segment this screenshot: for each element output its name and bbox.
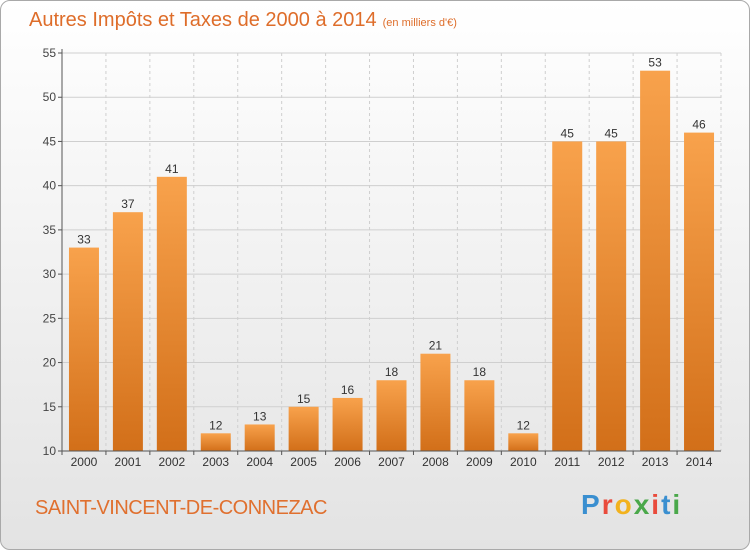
bar: [640, 70, 671, 451]
y-tick-label: 20: [43, 356, 57, 370]
bar-value-label: 21: [429, 339, 443, 353]
x-tick-label: 2005: [290, 455, 317, 469]
bar-value-label: 33: [77, 233, 91, 247]
bar: [376, 380, 407, 451]
bar-value-label: 45: [604, 126, 618, 140]
y-tick-label: 40: [43, 179, 57, 193]
bar: [508, 433, 539, 451]
bar-value-label: 16: [341, 383, 355, 397]
x-tick-label: 2003: [202, 455, 229, 469]
chart-title-unit: (en milliers d'€): [382, 17, 457, 29]
bar-value-label: 45: [561, 126, 575, 140]
logo-letter: x: [633, 489, 652, 520]
chart-title: Autres Impôts et Taxes de 2000 à 2014 (en…: [29, 9, 457, 32]
x-tick-label: 2004: [246, 455, 273, 469]
proxiti-logo: Proxiti: [581, 489, 682, 521]
x-tick-label: 2006: [334, 455, 361, 469]
bar: [332, 397, 363, 451]
bar: [420, 353, 451, 451]
x-tick-label: 2009: [466, 455, 493, 469]
bar: [112, 212, 143, 451]
bar-value-label: 53: [648, 56, 662, 70]
logo-letter: i: [651, 489, 662, 520]
data-labels: 33 37 41 12 13 15 16 18 21 18 12 45 45 53 46: [77, 56, 706, 433]
chart-title-main: Autres Impôts et Taxes de 2000 à 2014: [29, 9, 377, 31]
x-tick-label: 2014: [686, 455, 713, 469]
bar-value-label: 18: [385, 365, 399, 379]
x-tick-label: 2012: [598, 455, 625, 469]
bar: [288, 406, 319, 451]
x-tick-label: 2002: [158, 455, 185, 469]
logo-letter: o: [614, 489, 634, 520]
y-tick-label: 35: [43, 223, 57, 237]
x-tick-label: 2013: [642, 455, 669, 469]
bar-value-label: 46: [692, 118, 706, 132]
x-tick-label: 2011: [554, 455, 580, 469]
logo-letter: t: [661, 489, 673, 520]
bar: [200, 433, 231, 451]
y-tick-label: 25: [43, 311, 57, 325]
bar-value-label: 37: [121, 197, 135, 211]
x-tick-label: 2007: [378, 455, 405, 469]
bar-value-label: 18: [473, 365, 487, 379]
y-tick-label: 55: [43, 46, 57, 60]
bar-value-label: 41: [165, 162, 179, 176]
bar: [464, 380, 495, 451]
bar: [596, 141, 627, 451]
bar: [684, 132, 715, 451]
y-tick-label: 15: [43, 400, 57, 414]
bar: [552, 141, 583, 451]
bar-value-label: 12: [209, 418, 223, 432]
y-tick-label: 10: [43, 444, 57, 458]
x-tick-label: 2000: [71, 455, 98, 469]
bar-value-label: 15: [297, 392, 311, 406]
y-tick-label: 50: [43, 90, 57, 104]
y-tick-label: 45: [43, 134, 57, 148]
bars: [68, 70, 715, 452]
logo-letter: r: [601, 489, 615, 520]
y-tick-label: 30: [43, 267, 57, 281]
x-tick-label: 2010: [510, 455, 537, 469]
logo-letter: P: [581, 489, 602, 520]
commune-name: SAINT-VINCENT-DE-CONNEZAC: [35, 497, 327, 519]
x-tick-label: 2001: [115, 455, 142, 469]
logo-letter: i: [672, 489, 683, 520]
bar: [68, 247, 99, 451]
bar-value-label: 12: [517, 418, 531, 432]
bar: [244, 424, 275, 451]
axes: 10 15 20 25 30 35 40 45 50 55 2000 2001 2002 2003 2004…: [43, 46, 721, 469]
x-tick-label: 2008: [422, 455, 449, 469]
bar-value-label: 13: [253, 409, 267, 423]
bar: [156, 176, 187, 452]
